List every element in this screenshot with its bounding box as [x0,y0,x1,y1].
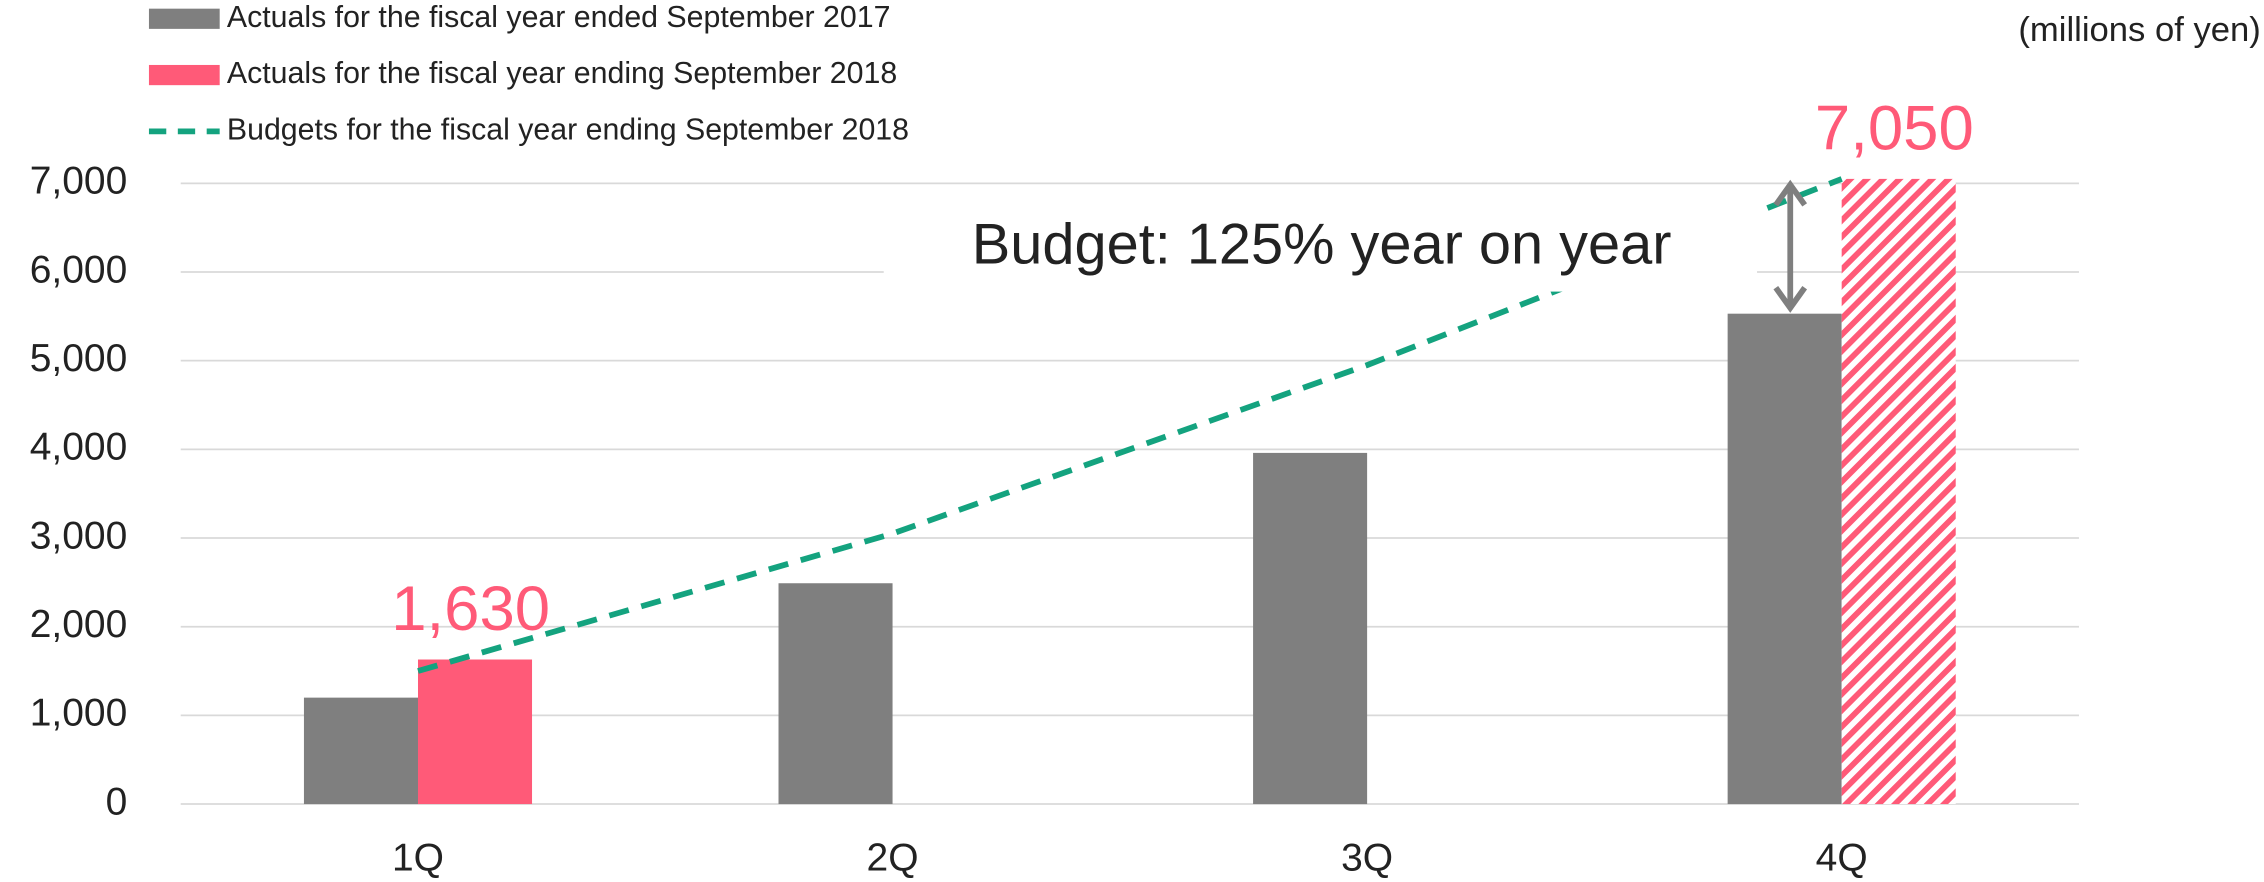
y-tick-label: 7,000 [30,160,128,203]
legend-label: Budgets for the fiscal year ending Septe… [227,113,909,146]
arrow-head [1773,179,1808,207]
bar [303,697,418,805]
x-tick-label: 2Q [867,837,919,880]
y-tick-label: 1,000 [30,692,128,735]
y-tick-label: 3,000 [30,514,128,557]
y-tick-label: 0 [106,780,128,823]
annotation: Budget: 125% year on year [972,213,1672,277]
bar [1841,178,1956,805]
data-label: 1,630 [391,574,550,644]
bar [778,583,893,805]
legend-swatch [148,8,220,29]
legend-label: Actuals for the fiscal year ending Septe… [227,57,897,90]
y-tick-label: 2,000 [30,603,128,646]
bar [417,659,533,805]
x-tick-label: 3Q [1341,837,1393,880]
x-tick-label: 1Q [392,837,444,880]
data-label: 7,050 [1815,93,1974,163]
unit-label: (millions of yen) [2018,11,2260,49]
annotation-box [883,204,1758,292]
budget-line [417,176,1843,674]
arrow-head [1773,286,1808,313]
y-tick-label: 4,000 [30,426,128,469]
bar [1727,313,1842,805]
y-tick-label: 6,000 [30,248,128,291]
bar [1253,452,1368,805]
y-tick-label: 5,000 [30,337,128,380]
legend-label: Actuals for the fiscal year ended Septem… [227,1,891,34]
legend-swatch [148,64,220,86]
x-tick-label: 4Q [1816,837,1868,880]
